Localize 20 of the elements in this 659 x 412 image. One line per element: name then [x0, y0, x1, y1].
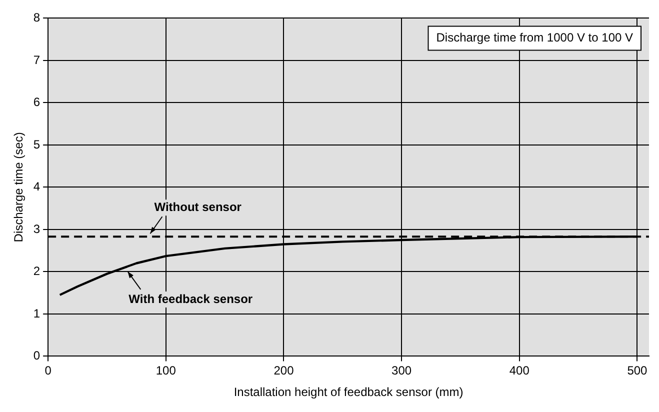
y-tick-label: 2 [33, 264, 40, 278]
x-tick-label: 0 [44, 364, 52, 378]
x-tick-label: 300 [392, 364, 412, 378]
annotation: Discharge time from 1000 V to 100 V [436, 30, 633, 45]
annotation: Without sensor [154, 200, 242, 214]
y-tick-label: 1 [33, 306, 40, 320]
y-tick-label: 7 [33, 52, 40, 67]
y-tick-label: 3 [33, 222, 40, 236]
y-tick-label: 4 [33, 180, 40, 194]
x-tick-label: 100 [156, 364, 176, 378]
y-tick-label: 8 [33, 10, 40, 25]
x-tick-label: 500 [627, 364, 648, 378]
x-axis-title: Installation height of feedback sensor (mm) [234, 385, 464, 400]
y-axis-title: Discharge time (sec) [12, 132, 26, 242]
y-tick-label: 0 [33, 348, 40, 363]
y-tick-label: 5 [33, 137, 40, 152]
x-tick-label: 400 [509, 364, 530, 378]
x-tick-label: 200 [274, 364, 294, 378]
annotation: With feedback sensor [128, 292, 253, 306]
y-tick-label: 6 [33, 95, 40, 110]
